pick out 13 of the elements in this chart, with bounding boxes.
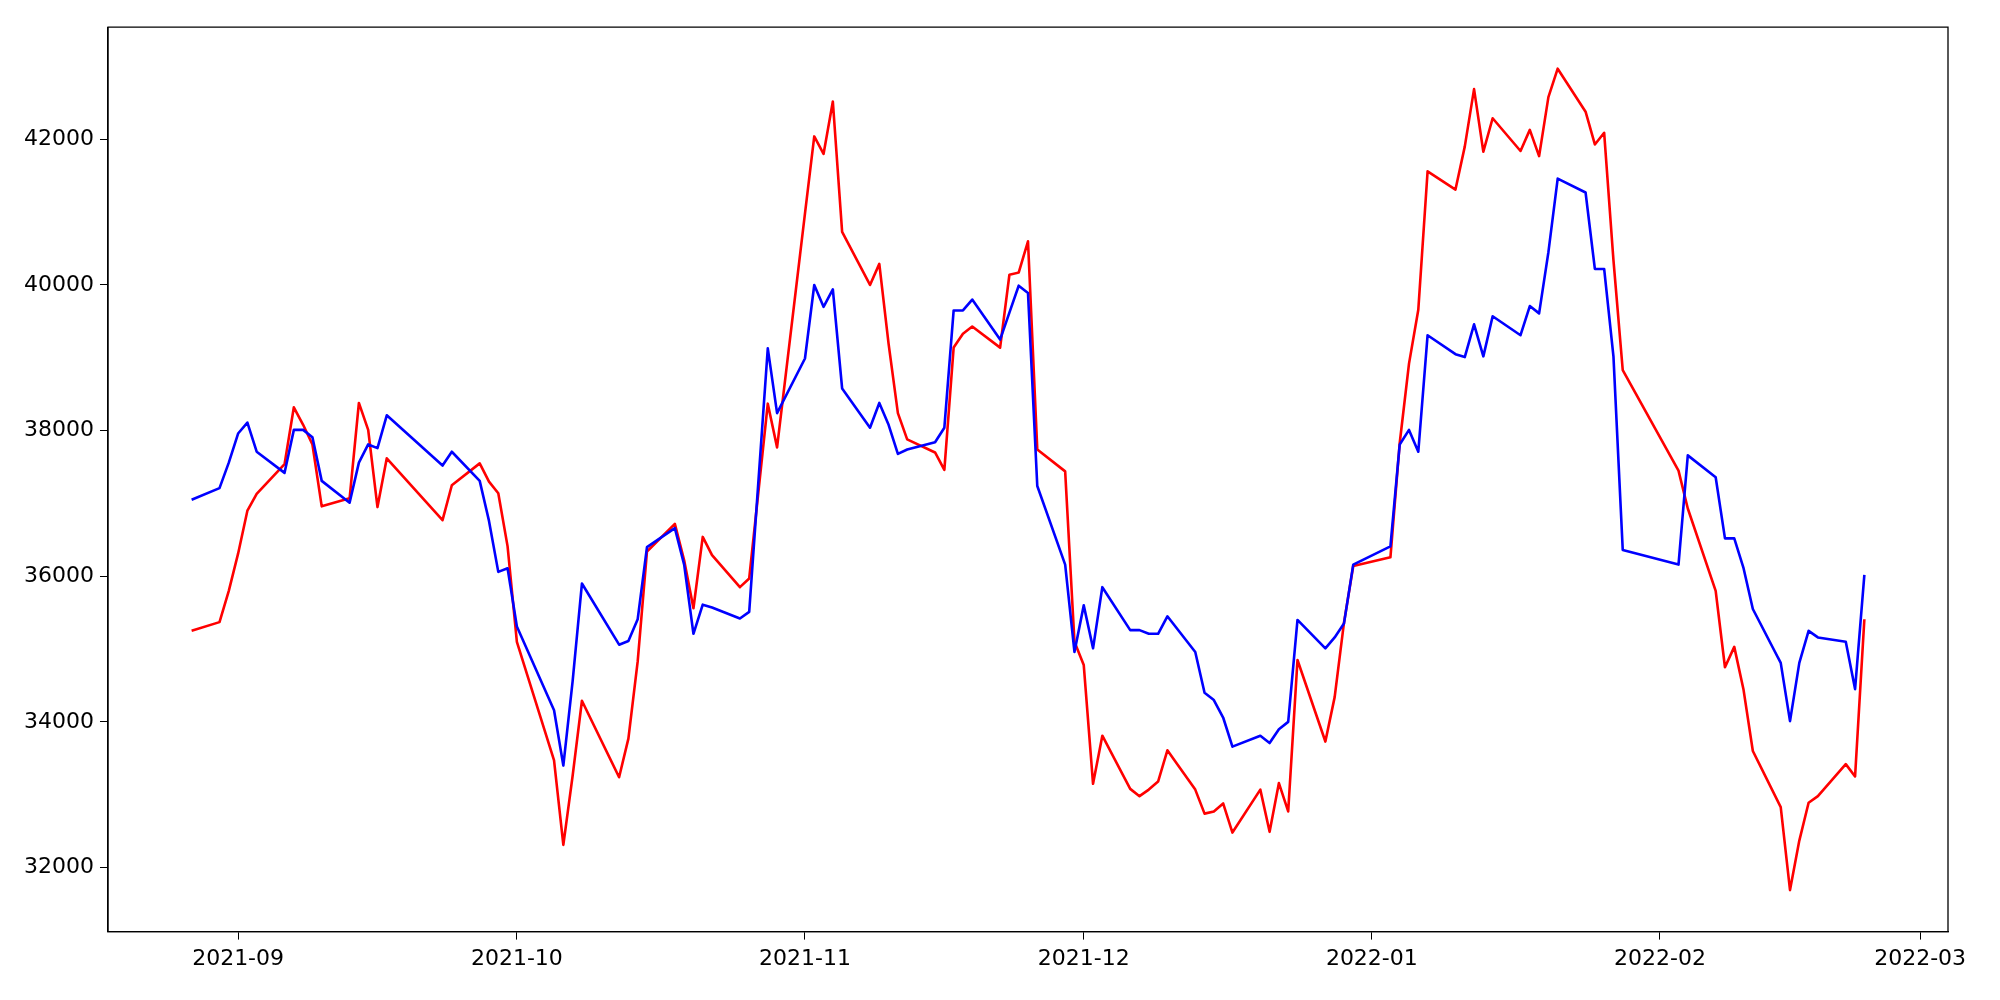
x-tick-label: 2021-09 — [192, 944, 285, 970]
x-tick-label: 2021-10 — [470, 944, 563, 970]
y-tick-label: 42000 — [23, 125, 94, 151]
y-tick-label: 32000 — [23, 853, 94, 879]
y-tick-label: 40000 — [23, 270, 94, 296]
x-tick-label: 2021-11 — [759, 944, 851, 970]
x-tick-label: 2022-03 — [1874, 944, 1967, 970]
x-tick-label: 2021-12 — [1037, 944, 1130, 970]
y-tick-label: 36000 — [23, 561, 94, 587]
y-tick-label: 34000 — [23, 707, 94, 733]
x-tick-label: 2022-02 — [1613, 944, 1706, 970]
y-tick-label: 38000 — [23, 416, 94, 442]
x-tick-label: 2022-01 — [1325, 944, 1418, 970]
